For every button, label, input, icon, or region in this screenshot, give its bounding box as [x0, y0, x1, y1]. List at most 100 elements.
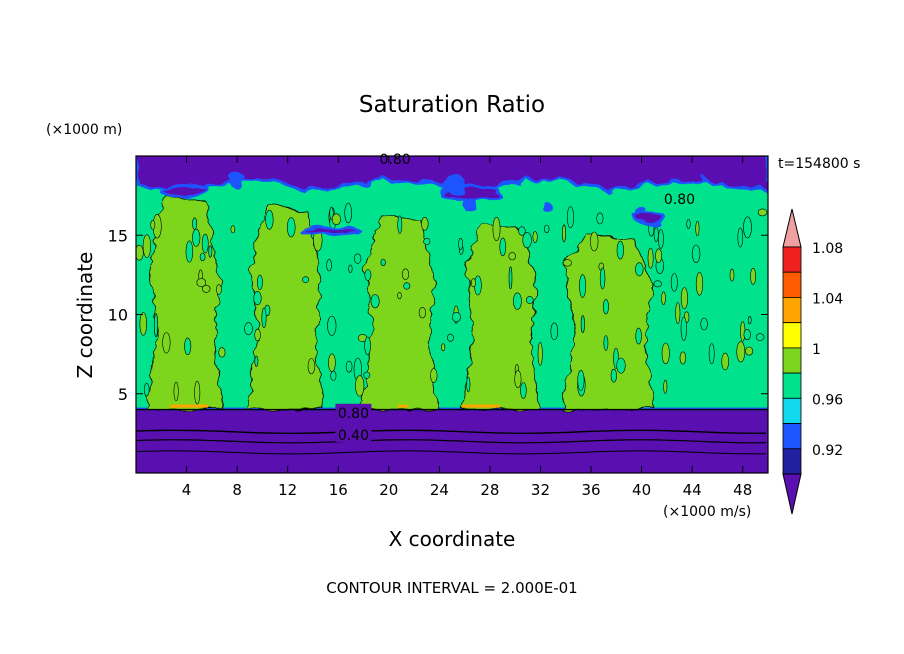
colorbar-swatch [782, 448, 802, 475]
small-cell [364, 336, 371, 356]
colorbar-swatch [782, 296, 802, 323]
contour-labels: 0.80 0.80 0.80 0.40 [335, 152, 695, 444]
small-cell [196, 278, 207, 288]
dry-intrusion [159, 184, 211, 198]
small-cell [635, 262, 644, 277]
small-cell [658, 229, 664, 249]
small-cell [353, 253, 362, 264]
small-cell [686, 219, 691, 229]
small-cell [562, 259, 573, 267]
small-cell [653, 227, 659, 242]
small-cell [307, 358, 316, 375]
x-tick-label: 16 [329, 481, 348, 499]
small-cell [451, 311, 461, 322]
dry-pocket-blue [445, 174, 465, 194]
small-cell [537, 342, 543, 366]
small-cell [736, 341, 746, 363]
small-cell [602, 299, 609, 315]
small-cell [566, 206, 575, 229]
small-cell [579, 274, 587, 298]
small-cell [331, 213, 341, 226]
time-label: t=154800 s [778, 156, 860, 172]
dry-intrusion [633, 211, 667, 225]
x-axis-label: X coordinate [389, 527, 516, 551]
small-cell [370, 294, 380, 309]
contour-line [136, 429, 767, 435]
small-cell [265, 209, 274, 230]
small-cell [345, 360, 353, 373]
small-cell [755, 333, 765, 341]
small-cell [543, 224, 550, 234]
colorbar-swatch [782, 372, 802, 399]
colorbar-swatch [782, 423, 802, 450]
small-cell [616, 240, 624, 260]
small-cell [397, 292, 402, 300]
small-cell [286, 217, 296, 238]
small-cell [550, 322, 559, 341]
x-tick-label: 36 [581, 481, 600, 499]
colorbar-swatch [782, 246, 802, 273]
colorbar-tick-label: 1.04 [812, 291, 843, 307]
small-cell [508, 252, 516, 261]
small-cell [514, 370, 522, 389]
small-cell [663, 379, 668, 394]
dry-pocket-blue [463, 198, 477, 212]
x-tick-label: 32 [531, 481, 550, 499]
small-cell [244, 322, 253, 336]
small-cell [610, 368, 617, 383]
small-cell [470, 278, 476, 288]
small-cell [520, 382, 527, 399]
x-tick-label: 48 [733, 481, 752, 499]
small-cell [680, 287, 689, 310]
colorbar-bottom-arrow [782, 473, 802, 515]
small-cell [330, 370, 337, 381]
small-cell [679, 351, 687, 365]
surface-hotspot [170, 404, 208, 408]
small-cell [136, 244, 144, 261]
dry-pocket-blue [229, 172, 245, 188]
small-cell [192, 228, 201, 247]
small-cell [441, 343, 446, 352]
small-cell [743, 216, 752, 239]
small-cell [747, 316, 752, 325]
small-cell [201, 233, 209, 254]
colorbar-swatch [782, 322, 802, 349]
small-cell [757, 208, 768, 217]
small-cell [458, 237, 463, 250]
y-tick-label: 5 [118, 385, 128, 404]
small-cell [216, 284, 222, 295]
plume-column [561, 233, 656, 411]
contour-label: 0.80 [380, 152, 411, 168]
colorbar-tick-label: 1.08 [812, 241, 843, 257]
small-cell [162, 332, 171, 354]
small-cell [580, 315, 585, 334]
small-cell [139, 312, 148, 336]
small-cell [185, 240, 194, 263]
x-tick-label: 40 [632, 481, 651, 499]
small-cell [418, 307, 427, 319]
y-tick-label: 15 [108, 226, 128, 245]
colorbar: 0.92 0.96 1 1.04 1.08 [782, 208, 843, 515]
small-cell [750, 267, 756, 285]
small-cell [423, 237, 431, 246]
x-tick-label: 24 [430, 481, 449, 499]
dry-intrusion [298, 226, 362, 236]
small-cell [363, 371, 371, 379]
small-cell [446, 333, 454, 342]
chart-title: Saturation Ratio [359, 92, 545, 118]
small-cell [173, 381, 179, 402]
surface-hotspot [398, 404, 408, 408]
plume-column [360, 214, 439, 411]
small-cell [326, 259, 332, 272]
contour-plot-area [136, 156, 768, 473]
cell-group [136, 202, 768, 405]
small-cell [466, 376, 471, 393]
small-cell [743, 329, 751, 341]
small-cell [508, 266, 513, 290]
colorbar-tick-label: 1 [812, 342, 821, 358]
small-cell [253, 291, 262, 306]
small-cell [254, 328, 261, 342]
upper-layer-group [136, 156, 768, 236]
small-cell [302, 276, 309, 284]
small-cell [261, 307, 267, 328]
